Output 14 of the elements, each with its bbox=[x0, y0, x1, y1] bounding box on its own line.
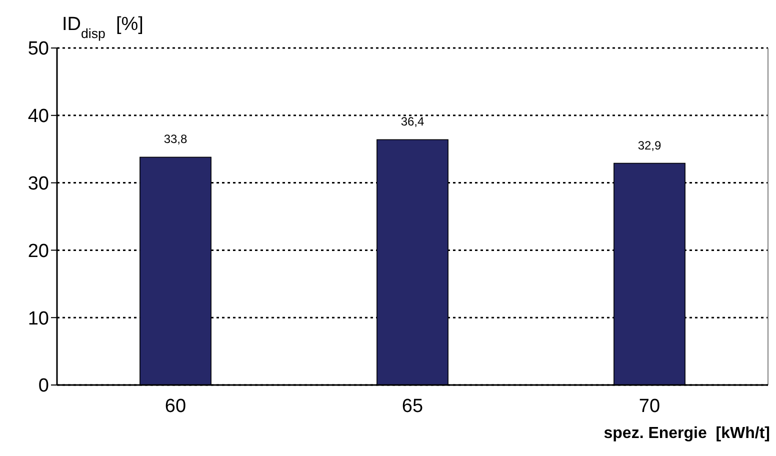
y-tick-label: 30 bbox=[28, 173, 49, 194]
x-axis-title: spez. Energie [kWh/t] bbox=[604, 425, 770, 442]
data-label: 32,9 bbox=[638, 138, 662, 152]
y-tick-label: 20 bbox=[28, 240, 49, 262]
data-label: 33,8 bbox=[164, 132, 188, 146]
y-tick-label: 0 bbox=[38, 376, 49, 397]
data-label: 36,4 bbox=[400, 114, 424, 129]
y-tick-label: 40 bbox=[28, 106, 49, 128]
y-tick-label: 50 bbox=[28, 38, 49, 60]
y-axis-title: ID$_{disp}$ [%] bbox=[62, 14, 144, 40]
x-tick-label: 65 bbox=[402, 396, 424, 417]
x-tick-label: 60 bbox=[164, 396, 186, 417]
x-tick-label: 70 bbox=[638, 396, 660, 417]
y-tick-label: 10 bbox=[28, 308, 49, 330]
